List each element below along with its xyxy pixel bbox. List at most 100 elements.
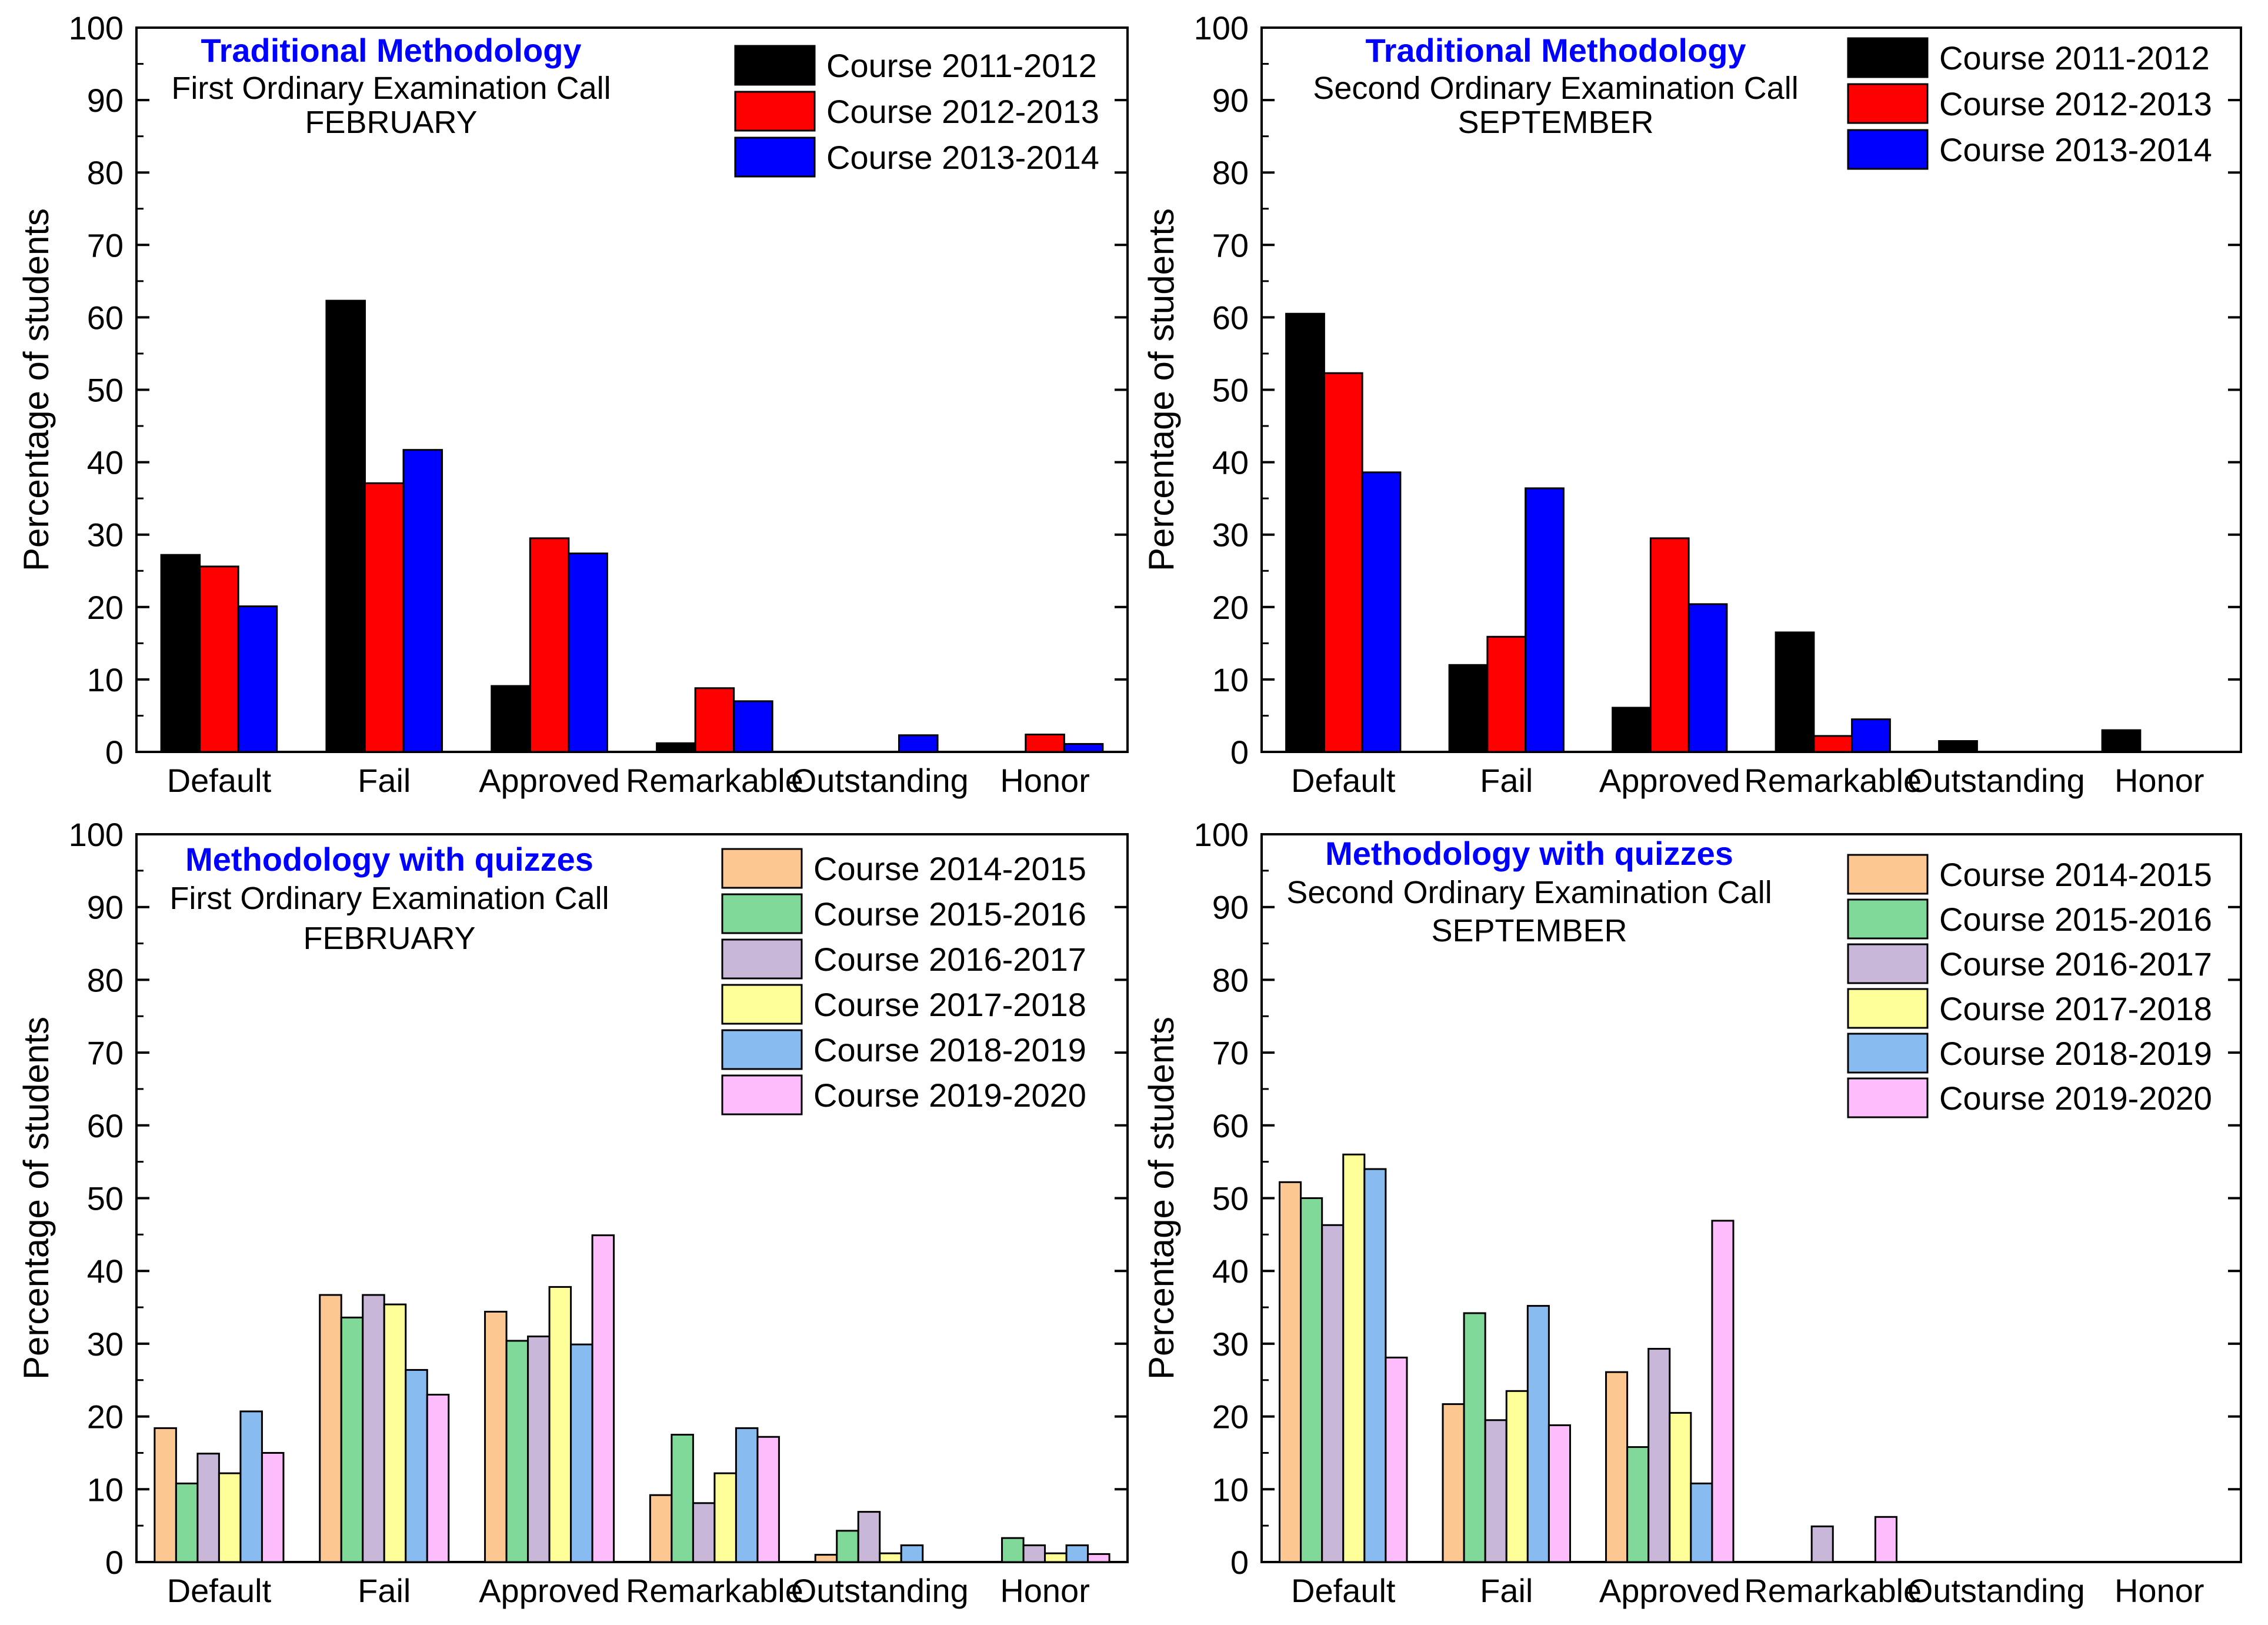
- legend-label: Course 2017-2018: [1939, 990, 2212, 1027]
- bar-honor-series-5: [1065, 1544, 1089, 1563]
- legend-label: Course 2015-2016: [1939, 901, 2212, 938]
- legend-swatch: [1847, 943, 1929, 984]
- y-tick-label: 60: [1212, 299, 1249, 336]
- y-tick-label: 90: [1212, 889, 1249, 926]
- bar-fail-series-2: [340, 1316, 364, 1563]
- x-tick-label: Fail: [1480, 1572, 1533, 1609]
- x-tick-label: Remarkable: [1744, 1572, 1922, 1609]
- bar-default-series-1: [1279, 1181, 1302, 1563]
- bar-approved-series-5: [570, 1343, 593, 1563]
- x-tick-label: Fail: [1480, 762, 1533, 799]
- bar-honor-series-4: [1044, 1552, 1068, 1563]
- chart-subtitle: Second Ordinary Examination Call: [1286, 875, 1772, 910]
- bar-honor-series-3: [1022, 1544, 1046, 1563]
- bar-default-series-2: [1323, 372, 1363, 753]
- y-tick-label: 90: [1212, 82, 1249, 119]
- bar-approved-series-3: [1687, 603, 1728, 753]
- bar-outstanding-series-2: [836, 1530, 859, 1563]
- y-tick-label: 100: [1194, 9, 1249, 46]
- bar-approved-series-2: [529, 537, 570, 753]
- bar-approved-series-2: [1626, 1446, 1650, 1563]
- bar-fail-series-3: [402, 449, 443, 753]
- y-tick-label: 10: [87, 661, 124, 698]
- bar-fail-series-3: [362, 1294, 385, 1563]
- bar-remarkable-series-3: [1810, 1525, 1834, 1563]
- legend-swatch: [1847, 37, 1929, 78]
- y-tick-label: 10: [1212, 1471, 1249, 1508]
- bar-approved-series-3: [527, 1336, 551, 1563]
- x-tick-label: Approved: [1599, 762, 1740, 799]
- y-tick-label: 0: [105, 734, 124, 771]
- bar-default-series-2: [1300, 1197, 1323, 1563]
- chart-title: Traditional Methodology: [1365, 32, 1746, 69]
- legend-label: Course 2018-2019: [813, 1031, 1086, 1068]
- legend-swatch: [721, 1074, 803, 1115]
- bar-approved-series-4: [548, 1286, 572, 1563]
- x-tick-label: Fail: [358, 762, 411, 799]
- legend-label: Course 2013-2014: [826, 139, 1099, 176]
- y-tick-label: 40: [87, 1253, 124, 1290]
- y-tick-label: 70: [1212, 1034, 1249, 1071]
- bar-default-series-1: [160, 554, 201, 753]
- legend-label: Course 2016-2017: [813, 941, 1086, 978]
- x-tick-label: Approved: [479, 762, 620, 799]
- y-tick-label: 70: [1212, 227, 1249, 264]
- plot-frame: [135, 26, 1129, 753]
- y-tick-label: 80: [1212, 154, 1249, 191]
- bar-default-series-1: [1285, 312, 1325, 753]
- bar-default-series-3: [1361, 471, 1402, 753]
- bar-honor-series-6: [1087, 1553, 1110, 1563]
- legend-swatch: [1847, 988, 1929, 1029]
- legend-swatch: [721, 938, 803, 980]
- y-tick-label: 40: [1212, 1253, 1249, 1290]
- legend-swatch: [721, 984, 803, 1025]
- bar-fail-series-5: [1526, 1305, 1550, 1563]
- chart-subtitle-month: FEBRUARY: [305, 105, 477, 140]
- x-tick-label: Approved: [479, 1572, 620, 1609]
- bar-approved-series-3: [1647, 1348, 1671, 1563]
- bar-outstanding-series-1: [1938, 740, 1978, 753]
- y-tick-label: 0: [1230, 734, 1249, 771]
- bar-default-series-1: [154, 1427, 177, 1563]
- bar-default-series-3: [1321, 1224, 1345, 1563]
- legend-swatch: [1847, 129, 1929, 170]
- bar-remarkable-series-1: [649, 1494, 673, 1563]
- bar-fail-series-4: [1505, 1390, 1529, 1563]
- y-axis-label: Percentage of students: [16, 208, 56, 571]
- bar-remarkable-series-2: [1813, 735, 1853, 753]
- x-tick-label: Honor: [2114, 762, 2204, 799]
- legend-label: Course 2019-2020: [1939, 1080, 2212, 1117]
- bar-outstanding-series-3: [898, 734, 939, 753]
- legend-label: Course 2013-2014: [1939, 131, 2212, 168]
- y-tick-label: 60: [87, 299, 124, 336]
- plot-frame: [1260, 833, 2242, 1563]
- bar-approved-series-3: [568, 552, 608, 753]
- chart-subtitle-month: SEPTEMBER: [1431, 913, 1627, 948]
- y-tick-label: 10: [87, 1471, 124, 1508]
- legend-label: Course 2011-2012: [826, 47, 1097, 84]
- chart-panel-2: 0 10 20 30 40 50 60 70 80 90 100 Percentage of stud…: [1142, 9, 2242, 799]
- legend-label: Course 2014-2015: [813, 850, 1086, 887]
- bar-fail-series-4: [383, 1303, 407, 1563]
- bar-approved-series-1: [1612, 707, 1652, 753]
- x-tick-label: Remarkable: [626, 762, 803, 799]
- x-tick-label: Outstanding: [1907, 1572, 2085, 1609]
- chart-title: Methodology with quizzes: [1325, 835, 1733, 872]
- y-tick-label: 80: [87, 154, 124, 191]
- y-tick-label: 70: [87, 1034, 124, 1071]
- bar-default-series-2: [199, 565, 239, 753]
- legend-swatch: [721, 1029, 803, 1070]
- y-tick-label: 70: [87, 227, 124, 264]
- bar-fail-series-3: [1484, 1419, 1507, 1563]
- bar-remarkable-series-1: [1775, 631, 1815, 753]
- legend-swatch: [1847, 898, 1929, 940]
- y-tick-label: 80: [87, 961, 124, 998]
- chart-panel-1: 0 10 20 30 40 50 60 70 80 90 100 Percentage of stud…: [16, 9, 1129, 799]
- bar-remarkable-series-6: [1874, 1516, 1897, 1563]
- bar-fail-series-1: [319, 1294, 342, 1563]
- legend-label: Course 2015-2016: [813, 895, 1086, 933]
- bar-fail-series-2: [363, 482, 405, 753]
- x-tick-label: Remarkable: [626, 1572, 803, 1609]
- bar-outstanding-series-3: [857, 1511, 881, 1563]
- bar-remarkable-series-3: [733, 700, 773, 753]
